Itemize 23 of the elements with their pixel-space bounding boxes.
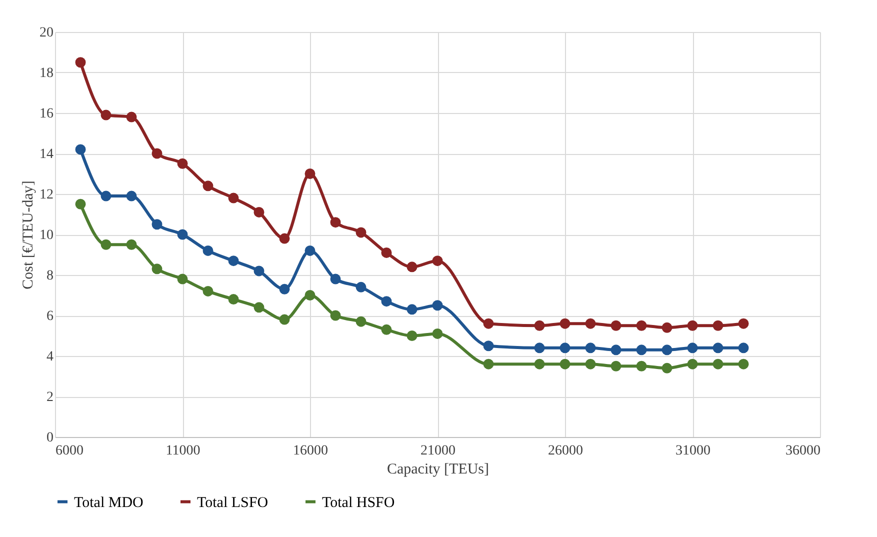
x-tick-label: 16000 (293, 444, 328, 458)
y-tick-label: 18 (40, 66, 54, 81)
y-tick-label: 10 (40, 228, 54, 243)
legend-label: Total MDO (74, 494, 144, 511)
legend-label: Total LSFO (197, 494, 268, 511)
y-tick-label: 12 (40, 188, 54, 202)
x-tick-label: 31000 (676, 444, 710, 458)
x-tick-label: 36000 (786, 444, 820, 458)
x-tick-label: 6000 (56, 444, 84, 458)
y-tick-label: 4 (46, 350, 54, 364)
x-axis-title: Capacity [TEUs] (386, 462, 490, 478)
x-tick-label: 21000 (420, 444, 456, 458)
y-tick-label: 20 (40, 26, 54, 40)
x-tick-label: 11000 (166, 444, 200, 458)
x-tick-label: 26000 (548, 444, 583, 458)
y-tick-label: 2 (46, 390, 54, 405)
y-tick-label: 0 (46, 430, 54, 446)
y-tick-label: 6 (46, 309, 54, 324)
y-tick-label: 8 (46, 268, 54, 284)
y-tick-label: 16 (40, 106, 54, 122)
y-axis-title: Cost [€/TEU-day] (20, 180, 36, 290)
legend-label: Total HSFO (322, 494, 395, 511)
y-tick-label: 14 (40, 147, 54, 162)
